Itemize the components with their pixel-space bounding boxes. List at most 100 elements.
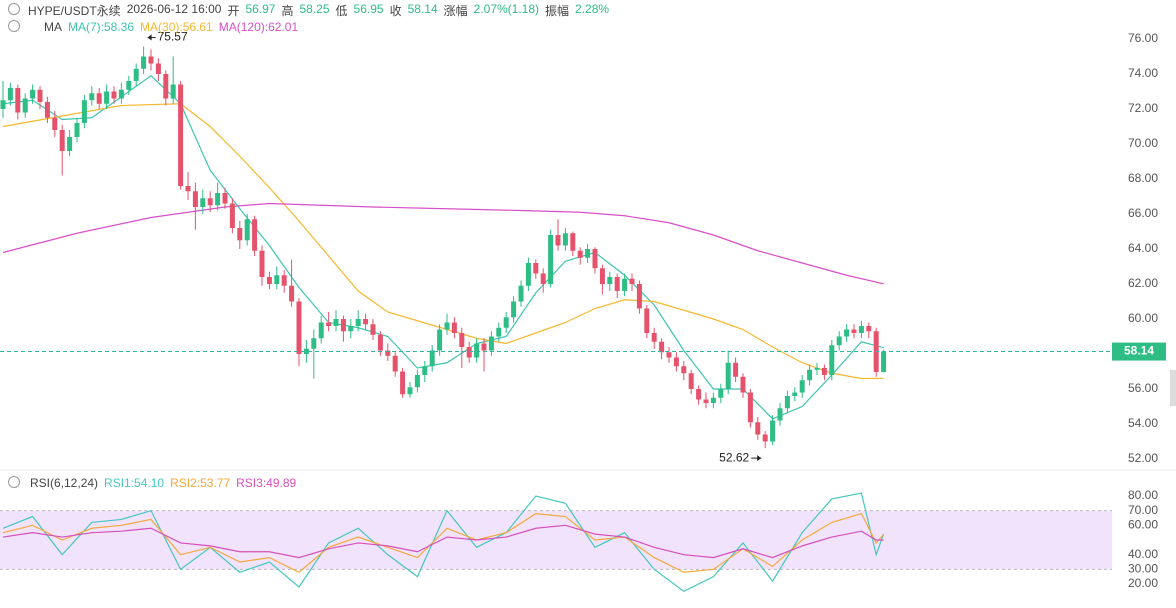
candle-body xyxy=(770,420,776,442)
candle-body xyxy=(466,347,472,358)
candle-body xyxy=(481,343,487,351)
candle-body xyxy=(548,235,554,284)
candle-body xyxy=(829,345,835,375)
field-value: 2.28% xyxy=(575,2,610,16)
candle-body xyxy=(844,329,850,337)
candle-body xyxy=(340,319,346,332)
candle-body xyxy=(30,89,36,99)
candle-body xyxy=(496,327,502,337)
y-tick-label: 60.00 xyxy=(1128,311,1158,325)
candle-body xyxy=(570,233,576,251)
candle-body xyxy=(636,284,642,309)
candle-body xyxy=(377,334,383,351)
candle-body xyxy=(385,350,391,356)
y-tick-label: 60.00 xyxy=(1128,518,1158,532)
candle-body xyxy=(585,249,591,258)
candle-body xyxy=(244,219,250,241)
candle-body xyxy=(659,341,665,353)
field-value: 58.14 xyxy=(407,2,438,16)
candle-body xyxy=(629,278,635,284)
y-tick-label: 70.00 xyxy=(1128,503,1158,517)
candle-body xyxy=(488,336,494,351)
candle-body xyxy=(67,137,73,151)
candle-body xyxy=(207,198,213,206)
candle-body xyxy=(281,275,287,286)
field-label: 收 xyxy=(389,4,402,18)
field-label: 振幅 xyxy=(545,4,570,18)
candle-body xyxy=(592,249,598,269)
candle-body xyxy=(355,319,361,326)
candle-body xyxy=(133,68,139,81)
candle-body xyxy=(777,408,783,421)
candle-body xyxy=(170,84,176,99)
time: 2026-06-12 16:00 xyxy=(126,2,222,16)
candle-body xyxy=(474,343,480,358)
candle-body xyxy=(429,350,435,367)
candle-body xyxy=(318,322,324,339)
candle-body xyxy=(807,369,813,381)
candle-body xyxy=(696,389,702,400)
y-tick-label: 70.00 xyxy=(1128,136,1158,150)
series-line xyxy=(2,74,884,420)
candle-body xyxy=(814,368,820,370)
candle-body xyxy=(747,392,753,423)
rsi-legend: RSI(6,12,24) RSI1:54.10 RSI2:53.77 RSI3:49… xyxy=(30,476,296,490)
candle-body xyxy=(599,268,605,284)
field-label: 涨幅 xyxy=(443,4,468,18)
candle-body xyxy=(148,56,154,64)
field-label: 高 xyxy=(281,4,294,18)
candle-body xyxy=(666,352,672,358)
candle-body xyxy=(192,191,198,207)
annotation-arrowhead xyxy=(757,455,762,462)
legend-entry: MA(120):62.01 xyxy=(218,20,299,34)
collapse-icon[interactable] xyxy=(8,20,20,32)
candle-body xyxy=(370,324,376,335)
y-tick-label: 68.00 xyxy=(1128,171,1158,185)
candle-body xyxy=(15,88,21,113)
series-line xyxy=(2,524,884,559)
last-price-tag xyxy=(1112,342,1166,361)
annotation-label: 52.62 xyxy=(719,450,749,464)
candle-body xyxy=(407,387,413,395)
candle-body xyxy=(881,351,887,373)
ma-title: MA xyxy=(44,20,62,34)
candle-body xyxy=(59,130,65,151)
candle-body xyxy=(821,368,827,375)
legend-entry: RSI2:53.77 xyxy=(170,476,231,490)
candle-body xyxy=(858,326,864,333)
candle-body xyxy=(718,389,724,398)
candle-body xyxy=(622,278,628,291)
collapse-icon[interactable] xyxy=(8,476,20,488)
rsi-title: RSI(6,12,24) xyxy=(30,476,99,490)
candle-body xyxy=(185,186,191,192)
candle-body xyxy=(303,348,309,354)
candle-body xyxy=(118,89,124,99)
candle-body xyxy=(799,380,805,393)
y-tick-label: 76.00 xyxy=(1128,31,1158,45)
candle-body xyxy=(540,273,546,284)
candle-body xyxy=(326,322,332,326)
series-line xyxy=(2,492,885,593)
candle-body xyxy=(259,250,265,277)
legend-entry: RSI1:54.10 xyxy=(104,476,165,490)
candle-body xyxy=(289,285,295,302)
candle-body xyxy=(414,375,420,388)
legend-entry: MA(30):56.61 xyxy=(140,20,213,34)
candle-body xyxy=(673,357,679,367)
candle-body xyxy=(607,277,613,284)
collapse-icon[interactable] xyxy=(8,3,20,15)
candle-body xyxy=(44,102,50,118)
candle-body xyxy=(81,100,87,123)
candle-body xyxy=(222,193,228,204)
candle-body xyxy=(422,366,428,375)
candle-body xyxy=(740,376,746,393)
candle-body xyxy=(229,203,235,228)
y-tick-label: 52.00 xyxy=(1128,451,1158,465)
candle-body xyxy=(725,362,731,389)
ma-legend: MA MA(7):58.36 MA(30):56.61 MA(120):62.01 xyxy=(44,20,298,34)
field-label: 开 xyxy=(227,4,240,18)
candle-body xyxy=(784,396,790,409)
y-tick-label: 56.00 xyxy=(1128,381,1158,395)
field-label: 低 xyxy=(335,4,348,18)
